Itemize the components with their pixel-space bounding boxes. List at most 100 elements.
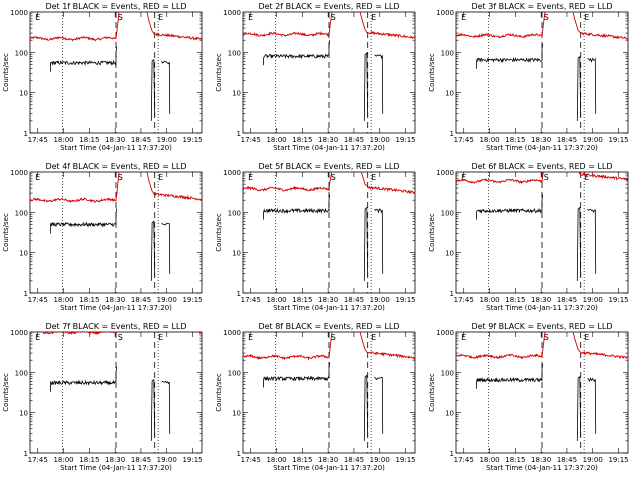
y-tick-label: 10 <box>445 410 454 418</box>
x-tick-label: 18:30 <box>105 296 125 304</box>
x-tick-label: 19:00 <box>370 456 390 464</box>
y-tick-label: 1 <box>237 290 241 298</box>
y-tick-label: 1 <box>450 290 454 298</box>
time-marker-label: S <box>544 13 549 22</box>
x-tick-label: 18:00 <box>479 456 499 464</box>
events-series-line <box>50 366 118 392</box>
x-tick-label: 19:15 <box>182 296 202 304</box>
x-tick-label: 18:45 <box>131 456 151 464</box>
y-axis-label: Counts/sec <box>2 373 10 412</box>
events-series-line <box>263 40 331 66</box>
time-marker-label: E <box>158 13 163 22</box>
time-marker-label: E <box>35 333 40 342</box>
chart-title: Det 7f BLACK = Events, RED = LLD <box>45 322 186 331</box>
y-axis-label: Counts/sec <box>428 53 436 92</box>
x-tick-label: 19:00 <box>583 136 603 144</box>
detector-chart-3: Det 3f BLACK = Events, RED = LLD 1 10 100 10… <box>428 2 629 152</box>
y-tick-label: 10 <box>445 90 454 98</box>
y-tick-label: 1000 <box>223 169 241 177</box>
x-axis-label: Start Time (04-Jan-11 17:37:20) <box>60 304 172 312</box>
x-tick-label: 19:15 <box>608 136 628 144</box>
y-tick-label: 1 <box>24 290 28 298</box>
x-tick-label: 18:00 <box>266 296 286 304</box>
x-axis-label: Start Time (04-Jan-11 17:37:20) <box>60 464 172 472</box>
y-tick-label: 1000 <box>10 169 28 177</box>
x-tick-label: 19:15 <box>182 456 202 464</box>
x-tick-label: 19:15 <box>395 296 415 304</box>
chart-title: Det 5f BLACK = Events, RED = LLD <box>258 162 399 171</box>
x-tick-label: 17:45 <box>241 136 261 144</box>
y-tick-label: 1000 <box>436 329 454 337</box>
time-marker-label: E <box>584 173 589 182</box>
events-series-line <box>363 206 369 281</box>
x-tick-label: 18:00 <box>53 296 73 304</box>
y-axis-label: Counts/sec <box>428 213 436 252</box>
events-series-line <box>150 378 156 441</box>
y-axis-label: Counts/sec <box>215 213 223 252</box>
x-tick-label: 17:45 <box>454 296 474 304</box>
y-tick-label: 100 <box>15 369 28 377</box>
chart-title: Det 4f BLACK = Events, RED = LLD <box>45 162 186 171</box>
x-tick-label: 18:15 <box>79 456 99 464</box>
x-tick-label: 18:00 <box>266 456 286 464</box>
detector-chart-8: Det 8f BLACK = Events, RED = LLD 1 10 100 10… <box>215 322 416 472</box>
y-tick-label: 10 <box>19 410 28 418</box>
y-tick-label: 100 <box>228 369 241 377</box>
time-marker-label: S <box>118 173 123 182</box>
detector-chart-1: Det 1f BLACK = Events, RED = LLD 1 10 100 10… <box>2 2 203 152</box>
time-marker-label: E <box>461 333 466 342</box>
events-series-line <box>374 54 384 114</box>
y-tick-label: 100 <box>228 49 241 57</box>
time-marker-label: E <box>158 333 163 342</box>
x-tick-label: 18:15 <box>292 296 312 304</box>
y-axis-label: Counts/sec <box>428 373 436 412</box>
y-tick-label: 1 <box>24 450 28 458</box>
x-tick-label: 18:45 <box>344 456 364 464</box>
detector-chart-2: Det 2f BLACK = Events, RED = LLD 1 10 100 10… <box>215 2 416 152</box>
time-marker-label: S <box>544 173 549 182</box>
x-tick-label: 17:45 <box>28 296 48 304</box>
time-marker-label: S <box>331 173 336 182</box>
x-axis-label: Start Time (04-Jan-11 17:37:20) <box>486 304 598 312</box>
chart-title: Det 1f BLACK = Events, RED = LLD <box>45 2 186 11</box>
x-axis-label: Start Time (04-Jan-11 17:37:20) <box>60 144 172 152</box>
chart-title: Det 8f BLACK = Events, RED = LLD <box>258 322 399 331</box>
events-series-line <box>576 375 582 441</box>
detector-chart-7: Det 7f BLACK = Events, RED = LLD 1 10 100 10… <box>2 322 203 472</box>
detector-chart-6: Det 6f BLACK = Events, RED = LLD 1 10 100 10… <box>428 162 629 312</box>
time-marker-label: E <box>35 13 40 22</box>
x-tick-label: 18:45 <box>557 296 577 304</box>
x-tick-label: 18:30 <box>531 136 551 144</box>
x-tick-label: 18:15 <box>79 136 99 144</box>
events-series-line <box>263 362 331 388</box>
time-marker-label: S <box>118 333 123 342</box>
events-series-line <box>587 208 597 274</box>
x-tick-label: 19:00 <box>157 296 177 304</box>
y-axis-label: Counts/sec <box>2 53 10 92</box>
x-tick-label: 18:45 <box>344 136 364 144</box>
y-tick-label: 1000 <box>223 329 241 337</box>
events-series-line <box>161 60 171 114</box>
lld-series-line <box>578 172 628 182</box>
x-tick-label: 18:00 <box>479 136 499 144</box>
x-tick-label: 18:15 <box>79 296 99 304</box>
detector-chart-5: Det 5f BLACK = Events, RED = LLD 1 10 100 10… <box>215 162 416 312</box>
x-tick-label: 18:15 <box>505 296 525 304</box>
time-marker-label: E <box>371 333 376 342</box>
y-tick-label: 100 <box>15 209 28 217</box>
y-tick-label: 1000 <box>10 329 28 337</box>
y-tick-label: 100 <box>441 49 454 57</box>
y-tick-label: 1000 <box>436 169 454 177</box>
y-tick-label: 1000 <box>10 9 28 17</box>
y-tick-label: 1 <box>237 450 241 458</box>
y-axis-label: Counts/sec <box>215 53 223 92</box>
x-tick-label: 18:30 <box>318 136 338 144</box>
lld-series-line <box>456 172 545 185</box>
x-tick-label: 18:15 <box>292 136 312 144</box>
x-tick-label: 18:30 <box>318 456 338 464</box>
events-series-line <box>161 380 171 434</box>
time-marker-label: E <box>248 173 253 182</box>
chart-title: Det 9f BLACK = Events, RED = LLD <box>471 322 612 331</box>
y-axis-label: Counts/sec <box>2 213 10 252</box>
